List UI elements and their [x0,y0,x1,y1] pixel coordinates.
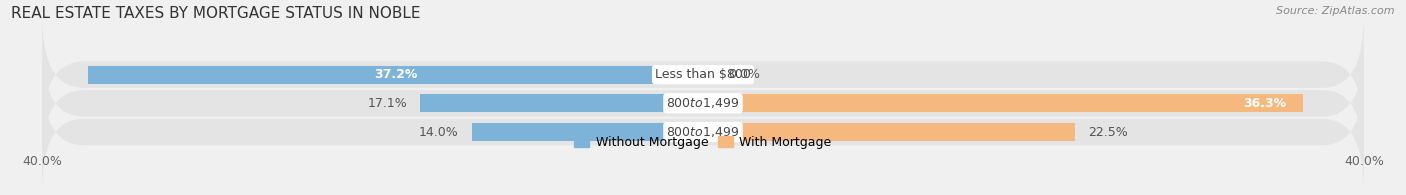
Text: $800 to $1,499: $800 to $1,499 [666,125,740,139]
Text: 17.1%: 17.1% [367,97,408,110]
Bar [703,94,1303,112]
Text: Source: ZipAtlas.com: Source: ZipAtlas.com [1277,6,1395,16]
Bar [471,123,703,141]
Legend: Without Mortgage, With Mortgage: Without Mortgage, With Mortgage [569,131,837,154]
Text: 0.0%: 0.0% [728,68,759,81]
FancyBboxPatch shape [42,45,1364,162]
Text: 22.5%: 22.5% [1088,126,1128,138]
Text: $800 to $1,499: $800 to $1,499 [666,96,740,110]
Bar [89,66,703,84]
Text: Less than $800: Less than $800 [655,68,751,81]
Text: 14.0%: 14.0% [419,126,458,138]
Text: REAL ESTATE TAXES BY MORTGAGE STATUS IN NOBLE: REAL ESTATE TAXES BY MORTGAGE STATUS IN … [11,6,420,21]
Text: 36.3%: 36.3% [1243,97,1286,110]
FancyBboxPatch shape [42,16,1364,133]
Bar [420,94,703,112]
Bar [703,123,1074,141]
FancyBboxPatch shape [42,74,1364,191]
Text: 37.2%: 37.2% [374,68,418,81]
